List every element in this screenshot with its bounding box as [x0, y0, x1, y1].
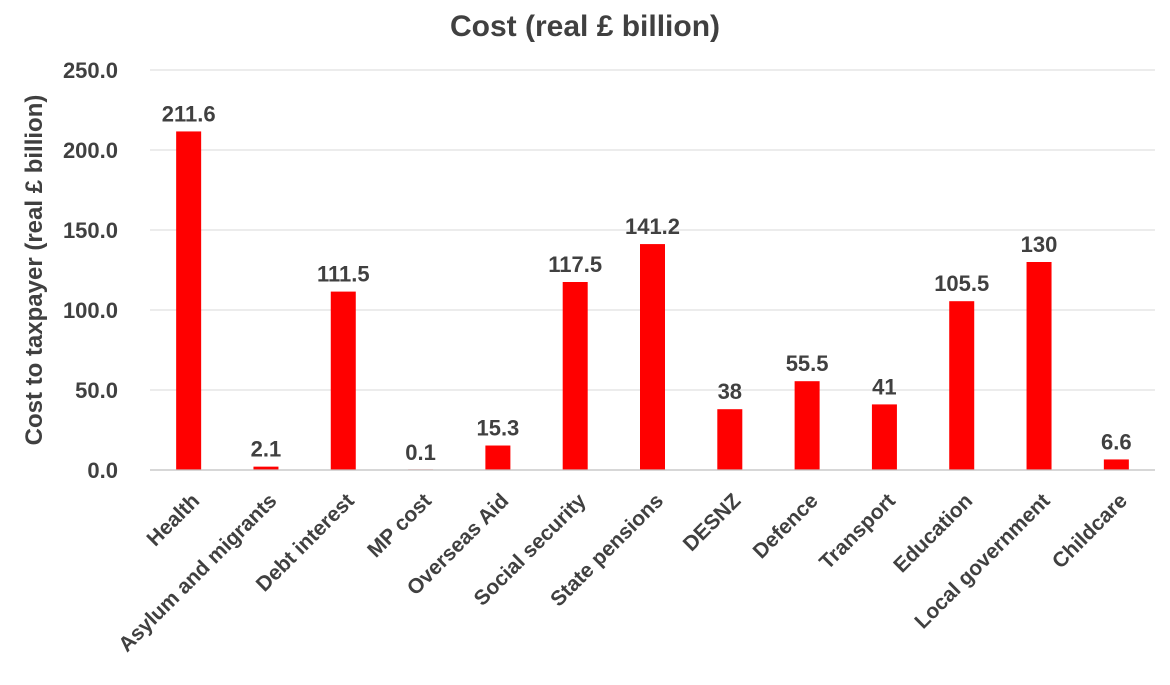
- y-tick-label: 0.0: [87, 458, 118, 483]
- y-tick-label: 150.0: [63, 218, 118, 243]
- data-label: 6.6: [1101, 429, 1132, 454]
- data-label: 117.5: [548, 252, 602, 277]
- x-tick-label: Defence: [749, 489, 823, 563]
- data-label: 111.5: [317, 262, 370, 287]
- bar: [1026, 262, 1052, 470]
- bar: [794, 381, 820, 470]
- bar: [485, 445, 511, 470]
- data-label: 130: [1021, 232, 1058, 257]
- bar: [871, 404, 897, 470]
- bar: [949, 301, 975, 470]
- x-tick-label: Childcare: [1048, 489, 1132, 573]
- bars: [176, 131, 1129, 470]
- y-axis-ticks: 0.0 50.0 100.0 150.0 200.0 250.0: [63, 58, 118, 483]
- data-label: 15.3: [476, 416, 519, 441]
- y-tick-label: 250.0: [63, 58, 118, 83]
- bar: [717, 409, 743, 470]
- bar: [330, 291, 356, 470]
- data-label: 211.6: [162, 101, 216, 126]
- data-label: 0.1: [405, 440, 436, 465]
- y-tick-label: 200.0: [63, 138, 118, 163]
- y-axis-label: Cost to taxpayer (real £ billion): [21, 95, 48, 446]
- data-label: 41: [872, 374, 896, 399]
- y-tick-label: 100.0: [63, 298, 118, 323]
- data-label: 38: [718, 379, 742, 404]
- x-tick-label: Transport: [815, 489, 900, 574]
- x-tick-label: Health: [143, 489, 205, 551]
- chart-title: Cost (real £ billion): [450, 10, 720, 43]
- x-tick-label: Asylum and migrants: [114, 489, 281, 656]
- y-tick-label: 50.0: [75, 378, 118, 403]
- bar: [176, 131, 202, 470]
- gridlines: [150, 69, 1155, 391]
- x-tick-label: MP cost: [363, 489, 436, 562]
- bar: [562, 282, 588, 470]
- bar: [1103, 459, 1129, 470]
- data-label: 55.5: [786, 351, 829, 376]
- data-labels: 211.6 2.1 111.5 0.1 15.3 117.5 141.2 38 55.5 41 10…: [162, 101, 1132, 464]
- x-tick-label: Local government: [910, 489, 1054, 633]
- data-label: 105.5: [934, 271, 989, 296]
- x-tick-label: DESNZ: [679, 489, 746, 556]
- bar: [640, 244, 665, 470]
- data-label: 2.1: [251, 437, 282, 462]
- data-label: 141.2: [625, 214, 680, 239]
- bar: [253, 466, 279, 470]
